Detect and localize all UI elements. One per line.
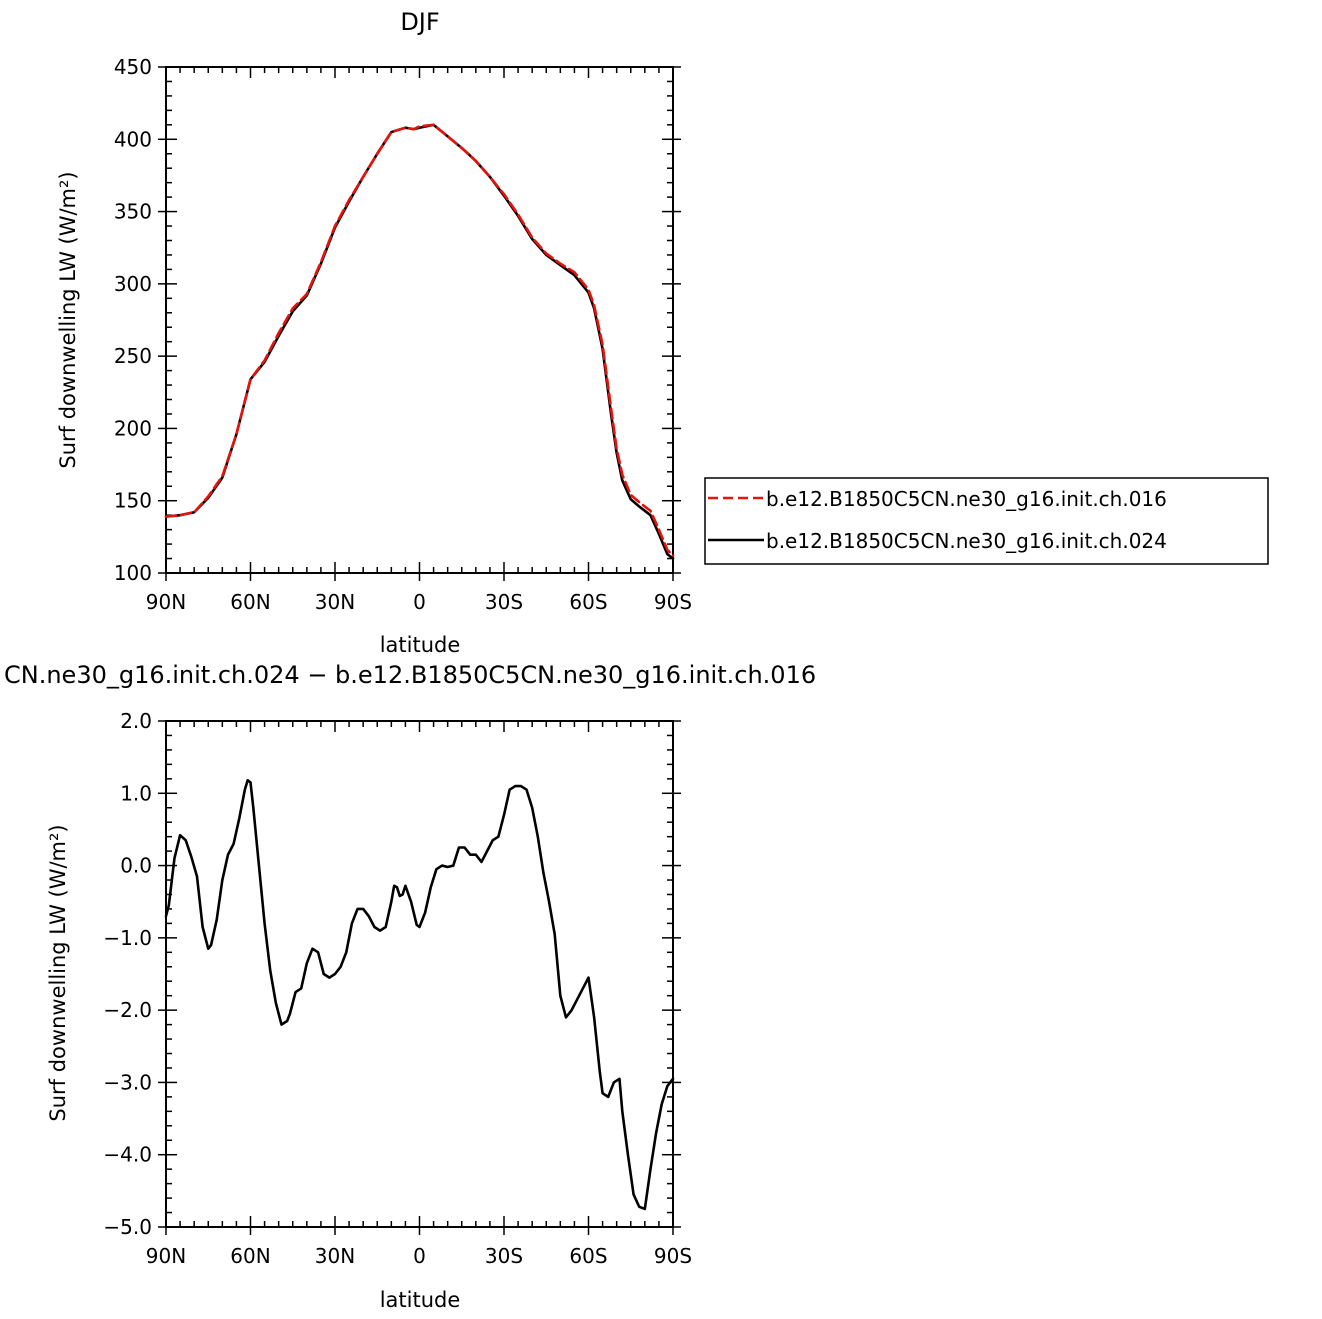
bottom-y-tick-label: −4.0 [103, 1143, 152, 1167]
top-y-tick-label: 250 [114, 344, 152, 368]
top-series-line-0 [164, 123, 675, 557]
top-x-tick-label: 30N [315, 590, 355, 614]
top-x-tick-label: 60N [230, 590, 270, 614]
legend-box [704, 477, 1269, 565]
bottom-plot-frame [165, 720, 674, 1228]
bottom-x-tick-label: 30S [485, 1244, 523, 1268]
top-axes: 90N 60N 30N 0 30S 60S 90S 100 150 200 250 300 350 400… [114, 55, 692, 614]
bottom-panel: CN.ne30_g16.init.ch.024 − b.e12.B1850C5C… [4, 661, 816, 1312]
bottom-y-tick-label: −1.0 [103, 926, 152, 950]
bottom-axes: 90N 60N 30N 0 30S 60S 90S −5.0 −4.0 −3.0 −2.0 −1.0 0… [103, 709, 692, 1268]
legend-label-024: b.e12.B1850C5CN.ne30_g16.init.ch.024 [766, 529, 1167, 553]
bottom-x-tick-label: 60N [230, 1244, 270, 1268]
bottom-y-tick-label: −2.0 [103, 998, 152, 1022]
top-y-tick-label: 400 [114, 127, 152, 151]
bottom-x-tick-label: 60S [569, 1244, 607, 1268]
top-y-tick-label: 350 [114, 200, 152, 224]
top-chart-title: DJF [400, 8, 439, 36]
top-series-group [164, 123, 675, 560]
bottom-x-tick-label: 90S [654, 1244, 692, 1268]
bottom-y-axis-label: Surf downwelling LW (W/m²) [46, 824, 70, 1121]
bottom-y-tick-label: 1.0 [120, 781, 152, 805]
bottom-y-tick-label: 0.0 [120, 854, 152, 878]
legend: b.e12.B1850C5CN.ne30_g16.init.ch.016 b.e… [704, 477, 1269, 565]
top-series-line-1 [164, 123, 675, 560]
bottom-x-tick-label: 30N [315, 1244, 355, 1268]
top-x-tick-label: 0 [413, 590, 426, 614]
top-y-tick-label: 100 [114, 561, 152, 585]
bottom-x-tick-label: 90N [146, 1244, 186, 1268]
bottom-series-line-0 [164, 778, 675, 1211]
bottom-chart-title: CN.ne30_g16.init.ch.024 − b.e12.B1850C5C… [4, 661, 816, 689]
top-y-tick-label: 300 [114, 272, 152, 296]
top-panel: DJF 90N 60N 30N 0 30S 60S 90S 100 150 200 250 300 35… [56, 8, 692, 657]
bottom-y-tick-label: 2.0 [120, 709, 152, 733]
bottom-y-tick-label: −5.0 [103, 1215, 152, 1239]
top-x-tick-label: 90S [654, 590, 692, 614]
top-x-tick-label: 60S [569, 590, 607, 614]
top-y-tick-label: 450 [114, 55, 152, 79]
top-x-axis-label: latitude [380, 633, 461, 657]
top-y-tick-label: 200 [114, 416, 152, 440]
bottom-y-tick-label: −3.0 [103, 1070, 152, 1094]
top-x-tick-label: 90N [146, 590, 186, 614]
top-x-tick-label: 30S [485, 590, 523, 614]
bottom-x-axis-label: latitude [380, 1288, 461, 1312]
bottom-series-group [164, 778, 675, 1211]
top-y-tick-label: 150 [114, 489, 152, 513]
legend-label-016: b.e12.B1850C5CN.ne30_g16.init.ch.016 [766, 487, 1167, 511]
bottom-x-tick-label: 0 [413, 1244, 426, 1268]
top-y-axis-label: Surf downwelling LW (W/m²) [56, 171, 80, 468]
